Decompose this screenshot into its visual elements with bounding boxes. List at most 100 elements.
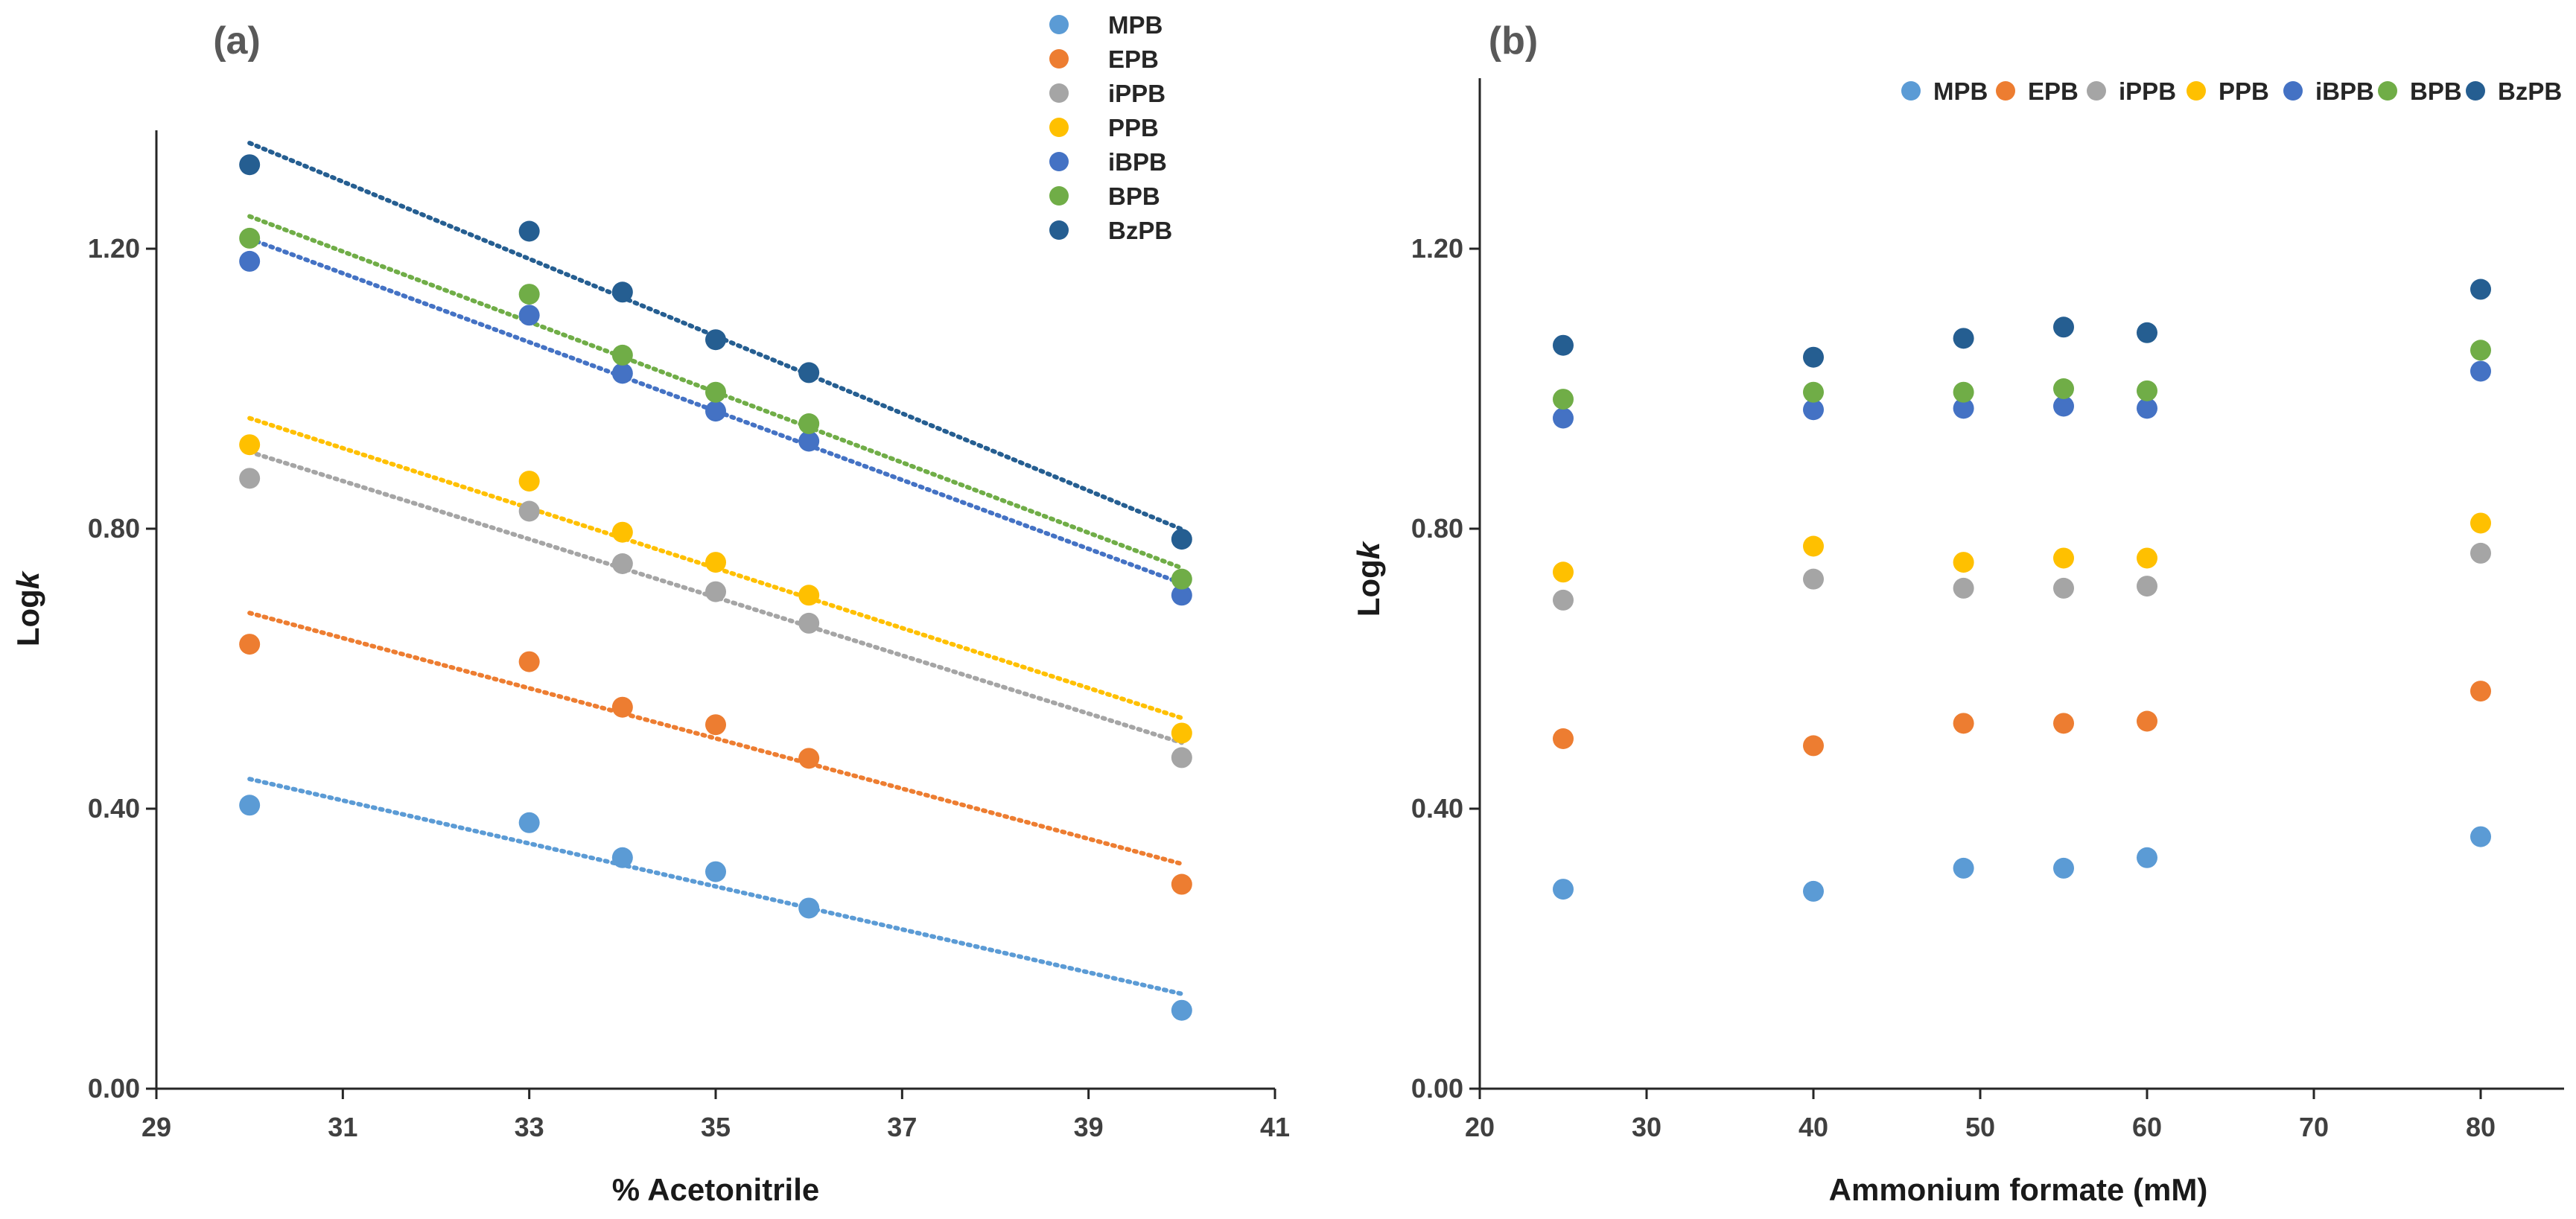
chart-b-point-bzpb-5 xyxy=(2470,279,2491,300)
chart-b-y-axis-label-prefix: Log xyxy=(1351,559,1386,617)
chart-a-x-axis-label: % Acetonitrile xyxy=(612,1172,820,1207)
chart-b-legend-label-bpb: BPB xyxy=(2410,77,2462,105)
chart-a-legend-marker-ibpb xyxy=(1049,152,1069,171)
chart-a-point-bzpb-1 xyxy=(518,220,540,242)
chart-a: (a) % Acetonitrile Logk 0.00 0.40 0.80 1.20… xyxy=(10,11,1290,1207)
chart-b-point-ppb-5 xyxy=(2470,512,2491,534)
chart-b-point-bpb-3 xyxy=(2053,378,2074,399)
chart-a-point-bpb-1 xyxy=(518,284,540,305)
chart-b-point-epb-2 xyxy=(1953,713,1974,734)
chart-a-x-tick-label-5: 39 xyxy=(1074,1112,1104,1142)
chart-b-point-ppb-1 xyxy=(1803,535,1824,557)
chart-b-point-ppb-4 xyxy=(2137,547,2157,569)
chart-a-point-epb-2 xyxy=(611,696,633,718)
chart-b-point-epb-0 xyxy=(1553,728,1574,749)
chart-b-point-ibpb-4 xyxy=(2137,398,2157,419)
chart-b-x-tick-label-3: 50 xyxy=(1965,1112,1995,1142)
chart-b-y-tick-label-3: 1.20 xyxy=(1411,233,1463,264)
chart-b-legend: MPB EPB iPPB PPB iBPB BPB BzPB xyxy=(1901,77,2562,105)
chart-a-y-axis-label-prefix: Log xyxy=(10,589,45,646)
chart-b-legend-marker-epb xyxy=(1996,81,2015,101)
chart-b-point-epb-3 xyxy=(2053,713,2074,734)
chart-a-point-mpb-1 xyxy=(518,812,540,833)
chart-a-legend-label-ippb: iPPB xyxy=(1108,80,1165,107)
chart-b-point-ibpb-5 xyxy=(2470,360,2491,382)
chart-b-point-mpb-0 xyxy=(1553,879,1574,900)
chart-b-points xyxy=(1553,279,2491,902)
chart-b-legend-marker-ppb xyxy=(2187,81,2206,101)
chart-a-point-ibpb-5 xyxy=(1171,585,1192,606)
chart-b-legend-label-epb: EPB xyxy=(2028,77,2079,105)
chart-b-y-tick-label-1: 0.40 xyxy=(1411,793,1463,824)
chart-b-legend-marker-bzpb xyxy=(2466,81,2485,101)
chart-a-legend-marker-ippb xyxy=(1049,83,1069,103)
chart-b-x-tick-label-1: 30 xyxy=(1632,1112,1661,1142)
chart-a-legend: MPB EPB iPPB PPB iBPB BPB BzPB xyxy=(1049,11,1172,244)
chart-a-y-tick-label-3: 1.20 xyxy=(88,233,140,264)
chart-b-point-epb-5 xyxy=(2470,681,2491,702)
chart-b-legend-label-ibpb: iBPB xyxy=(2315,77,2374,105)
chart-a-panel-label: (a) xyxy=(213,19,261,63)
chart-a-point-epb-1 xyxy=(518,651,540,672)
chart-a-point-ippb-1 xyxy=(518,500,540,522)
chart-a-legend-marker-mpb xyxy=(1049,15,1069,34)
chart-a-point-ippb-4 xyxy=(798,612,820,634)
chart-a-legend-marker-bzpb xyxy=(1049,220,1069,240)
chart-a-point-mpb-4 xyxy=(798,897,820,919)
chart-a-trendline-mpb xyxy=(247,777,1184,996)
chart-b-point-ibpb-1 xyxy=(1803,399,1824,421)
chart-b-point-ppb-3 xyxy=(2053,547,2074,569)
chart-a-point-bpb-3 xyxy=(705,381,726,403)
chart-b-point-mpb-2 xyxy=(1953,857,1974,879)
chart-a-point-ibpb-3 xyxy=(705,401,726,422)
chart-a-y-tick-label-2: 0.80 xyxy=(88,513,140,544)
chart-a-point-ippb-5 xyxy=(1171,747,1192,768)
chart-b-point-bpb-5 xyxy=(2470,340,2491,361)
chart-b-point-bpb-4 xyxy=(2137,380,2157,401)
chart-a-x-tick-label-0: 29 xyxy=(141,1112,171,1142)
chart-b-y-tick-label-0: 0.00 xyxy=(1411,1073,1463,1104)
chart-b-y-axis-label: Logk xyxy=(1351,540,1386,617)
chart-b-point-bzpb-0 xyxy=(1553,334,1574,356)
chart-a-point-ibpb-2 xyxy=(611,363,633,384)
chart-b-point-ippb-0 xyxy=(1553,589,1574,611)
chart-b-point-bzpb-4 xyxy=(2137,322,2157,343)
chart-b-legend-marker-mpb xyxy=(1901,81,1921,101)
chart-b-point-ippb-2 xyxy=(1953,577,1974,599)
chart-b-point-epb-1 xyxy=(1803,735,1824,757)
chart-b-x-axis-label: Ammonium formate (mM) xyxy=(1829,1172,2208,1207)
chart-a-legend-label-mpb: MPB xyxy=(1108,11,1163,39)
chart-a-point-bzpb-5 xyxy=(1171,529,1192,550)
chart-a-point-mpb-0 xyxy=(239,795,261,816)
chart-b-point-ibpb-0 xyxy=(1553,407,1574,429)
chart-b: (b) Ammonium formate (mM) Logk 0.000.400… xyxy=(1351,19,2564,1207)
chart-a-point-mpb-5 xyxy=(1171,999,1192,1021)
chart-a-legend-marker-ppb xyxy=(1049,118,1069,137)
chart-a-point-ippb-3 xyxy=(705,581,726,602)
chart-b-x-tick-label-2: 40 xyxy=(1799,1112,1828,1142)
chart-a-point-ppb-1 xyxy=(518,471,540,492)
chart-a-point-bzpb-3 xyxy=(705,329,726,351)
chart-b-point-bzpb-1 xyxy=(1803,346,1824,368)
chart-a-y-tick-label-0: 0.00 xyxy=(88,1073,140,1104)
chart-a-ticks: 0.00 0.40 0.80 1.20 29 31 33 35 37 39 41 xyxy=(88,233,1290,1142)
chart-a-legend-label-bzpb: BzPB xyxy=(1108,217,1172,244)
chart-a-point-bzpb-0 xyxy=(239,154,261,176)
chart-a-y-axis-label: Logk xyxy=(10,570,45,646)
chart-a-point-ibpb-1 xyxy=(518,305,540,326)
chart-b-legend-label-ippb: iPPB xyxy=(2119,77,2176,105)
chart-a-point-mpb-3 xyxy=(705,861,726,882)
chart-a-point-bzpb-4 xyxy=(798,362,820,383)
chart-b-point-ippb-4 xyxy=(2137,576,2157,597)
chart-b-point-bpb-0 xyxy=(1553,389,1574,410)
chart-a-y-tick-label-1: 0.40 xyxy=(88,793,140,824)
chart-a-point-ippb-0 xyxy=(239,468,261,489)
chart-a-point-mpb-2 xyxy=(611,847,633,868)
chart-a-x-tick-label-6: 41 xyxy=(1260,1112,1290,1142)
chart-a-points xyxy=(239,154,1192,1021)
chart-b-point-epb-4 xyxy=(2137,710,2157,732)
chart-b-legend-label-mpb: MPB xyxy=(1933,77,1988,105)
chart-a-point-bpb-0 xyxy=(239,227,261,249)
